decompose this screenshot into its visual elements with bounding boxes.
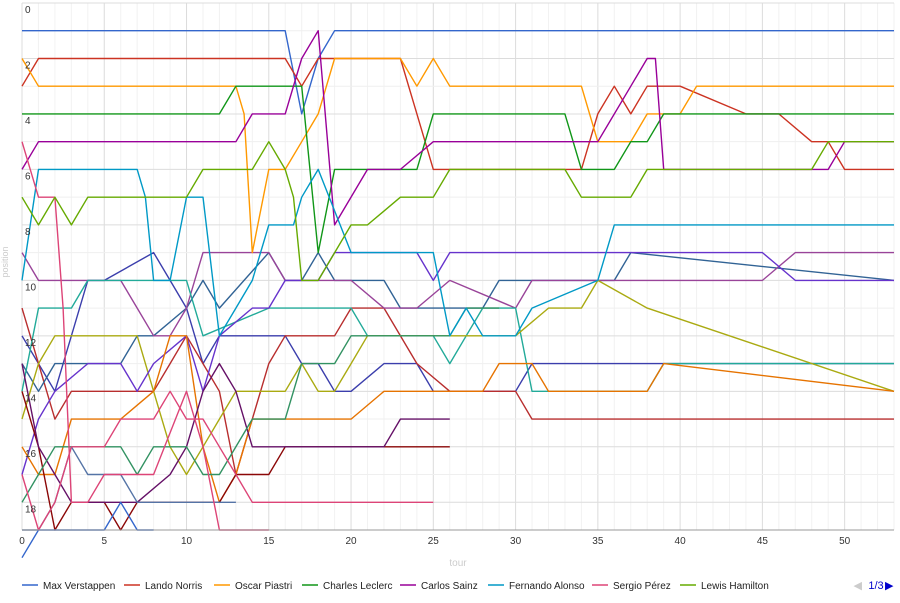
- legend-item[interactable]: Oscar Piastri: [214, 581, 292, 592]
- series-line-oscar-piastri: [21, 57, 894, 254]
- x-axis: 0 5 10 15 20 25 30 35 40 45 50: [19, 529, 894, 547]
- series-line-other: [21, 362, 450, 503]
- series-line-other: [21, 279, 895, 476]
- y-tick-label: 2: [25, 60, 31, 71]
- series-line-lando-norris: [21, 57, 894, 171]
- series-line-other: [21, 307, 500, 503]
- y-axis-title: position: [0, 246, 10, 277]
- y-tick-label: 12: [25, 338, 37, 349]
- series-line-other: [21, 390, 434, 531]
- legend-item[interactable]: Max Verstappen: [22, 581, 115, 592]
- x-tick-label: 0: [19, 536, 25, 547]
- legend: Max Verstappen Lando Norris Oscar Piastri C…: [22, 581, 769, 592]
- legend-prev-arrow[interactable]: ◀: [854, 580, 863, 592]
- series-line-charles-leclerc: [22, 85, 894, 254]
- legend-label: Carlos Sainz: [421, 581, 478, 592]
- legend-item[interactable]: Fernando Alonso: [488, 581, 585, 592]
- legend-label: Sergio Pérez: [613, 581, 671, 592]
- x-tick-label: 45: [757, 536, 769, 547]
- legend-item[interactable]: Carlos Sainz: [400, 581, 478, 592]
- x-axis-title: tour: [449, 558, 467, 569]
- series-line-other: [22, 446, 236, 531]
- legend-item[interactable]: Lando Norris: [124, 581, 202, 592]
- y-tick-label: 4: [25, 116, 31, 127]
- series-line-fernando-alonso: [21, 168, 894, 337]
- y-tick-label: 18: [25, 504, 37, 515]
- x-tick-label: 40: [675, 536, 687, 547]
- x-tick-label: 35: [592, 536, 604, 547]
- x-tick-label: 20: [345, 536, 357, 547]
- legend-label: Max Verstappen: [43, 581, 115, 592]
- y-axis: 0 2 4 6 8 10 12 14 16 18: [25, 5, 37, 515]
- x-tick-label: 30: [510, 536, 522, 547]
- series-layer: [21, 30, 895, 559]
- legend-pager: ◀ 1/3 ▶: [854, 580, 894, 592]
- legend-label: Charles Leclerc: [323, 581, 392, 592]
- legend-label: Lando Norris: [145, 581, 202, 592]
- series-line-other: [21, 251, 894, 337]
- series-line-max-verstappen: [22, 30, 894, 115]
- legend-next-arrow[interactable]: ▶: [885, 580, 894, 592]
- y-tick-label: 16: [25, 449, 37, 460]
- legend-item[interactable]: Charles Leclerc: [302, 581, 392, 592]
- x-tick-label: 25: [428, 536, 440, 547]
- y-tick-label: 6: [25, 171, 31, 182]
- y-tick-label: 8: [25, 227, 31, 238]
- legend-label: Lewis Hamilton: [701, 581, 769, 592]
- x-tick-label: 50: [839, 536, 851, 547]
- y-tick-label: 14: [25, 393, 37, 404]
- x-tick-label: 15: [263, 536, 275, 547]
- legend-label: Fernando Alonso: [509, 581, 585, 592]
- y-tick-label: 10: [25, 282, 37, 293]
- x-tick-label: 10: [181, 536, 193, 547]
- series-line-lewis-hamilton: [21, 141, 894, 282]
- legend-page-indicator: 1/3: [868, 580, 883, 592]
- legend-item[interactable]: Lewis Hamilton: [680, 581, 769, 592]
- legend-label: Oscar Piastri: [235, 581, 292, 592]
- legend-item[interactable]: Sergio Pérez: [592, 581, 671, 592]
- x-tick-label: 5: [101, 536, 107, 547]
- y-tick-label: 0: [25, 5, 31, 16]
- series-line-carlos-sainz: [21, 30, 894, 226]
